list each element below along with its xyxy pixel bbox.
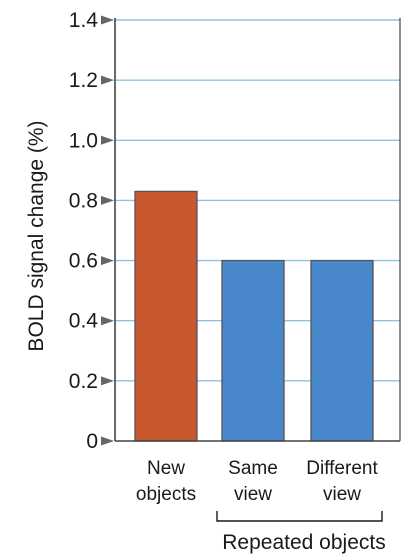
y-tick-label-1: 0.2: [69, 370, 98, 393]
category-label-1-line-0: Same: [228, 458, 278, 479]
category-label-2-line-1: view: [323, 484, 361, 505]
y-tick-marker-0: [101, 436, 114, 446]
y-tick-marker-6: [101, 75, 114, 85]
y-tick-label-5: 1.0: [69, 129, 98, 152]
bar-1: [221, 259, 285, 442]
y-tick-marker-3: [101, 256, 114, 266]
y-tick-label-4: 0.8: [69, 189, 98, 212]
y-tick-label-2: 0.4: [69, 310, 99, 333]
category-label-2-line-0: Different: [306, 458, 378, 479]
group-bracket: [216, 511, 383, 522]
y-tick-marker-1: [101, 376, 114, 386]
y-tick-marker-7: [101, 15, 114, 25]
label-layer: 0 0.2 0.4 0.6 0.8 1.0 1.2 1.4 New objects Same view…: [69, 9, 383, 522]
y-tick-marker-5: [101, 135, 114, 145]
category-label-1-line-1: view: [234, 484, 272, 505]
bar-2: [310, 259, 374, 442]
y-tick-marker-2: [101, 316, 114, 326]
bar-layer: [134, 190, 374, 442]
bar-0: [134, 190, 198, 442]
y-tick-label-7: 1.4: [69, 9, 99, 32]
category-label-0-line-0: New: [147, 458, 185, 479]
category-label-0-line-1: objects: [136, 484, 196, 505]
y-tick-label-3: 0.6: [69, 250, 98, 273]
group-label-repeated-objects: Repeated objects: [222, 531, 385, 554]
y-tick-marker-4: [101, 195, 114, 205]
y-axis-title: BOLD signal change (%): [25, 120, 48, 351]
y-tick-label-0: 0: [86, 430, 98, 453]
axis-layer: [101, 15, 401, 446]
y-tick-label-6: 1.2: [69, 69, 98, 92]
